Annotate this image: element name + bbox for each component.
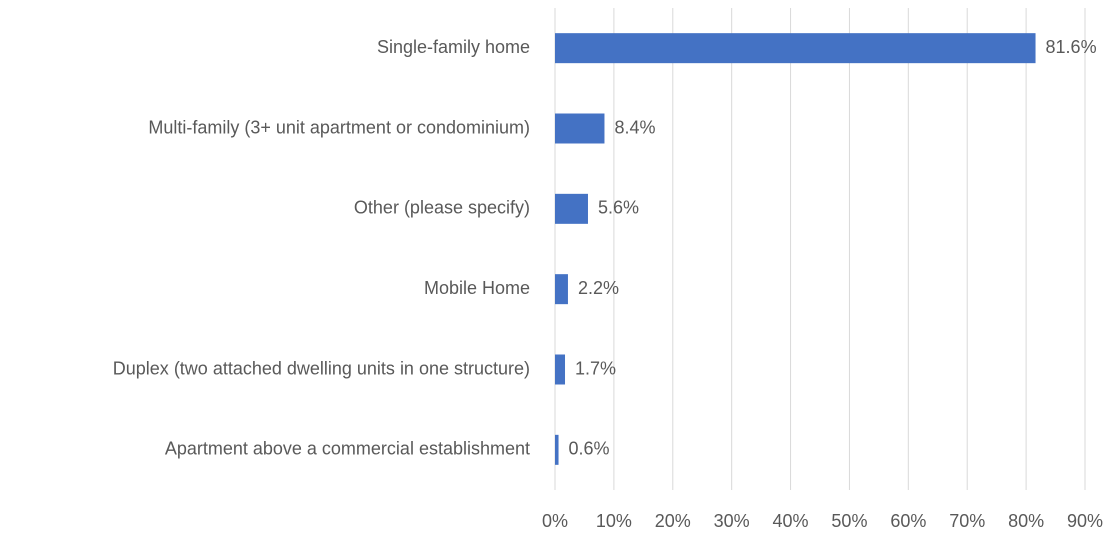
data-label: 5.6% — [598, 198, 639, 218]
category-label: Single-family home — [377, 37, 530, 57]
category-label: Other (please specify) — [354, 198, 530, 218]
x-tick-label: 40% — [773, 511, 809, 531]
x-tick-label: 50% — [831, 511, 867, 531]
data-label: 8.4% — [614, 117, 655, 137]
x-tick-label: 90% — [1067, 511, 1103, 531]
category-label: Mobile Home — [424, 278, 530, 298]
x-tick-label: 10% — [596, 511, 632, 531]
x-tick-label: 70% — [949, 511, 985, 531]
x-tick-label: 80% — [1008, 511, 1044, 531]
category-label: Multi-family (3+ unit apartment or condo… — [148, 117, 530, 137]
bar — [555, 193, 588, 224]
x-tick-label: 30% — [714, 511, 750, 531]
x-tick-label: 20% — [655, 511, 691, 531]
category-label: Duplex (two attached dwelling units in o… — [113, 358, 530, 378]
category-label: Apartment above a commercial establishme… — [165, 439, 530, 459]
data-label: 81.6% — [1046, 37, 1097, 57]
x-tick-label: 0% — [542, 511, 568, 531]
data-label: 1.7% — [575, 358, 616, 378]
data-label: 0.6% — [569, 439, 610, 459]
x-tick-label: 60% — [890, 511, 926, 531]
bar — [555, 113, 605, 144]
bar — [555, 274, 568, 305]
bar — [555, 434, 559, 465]
data-label: 2.2% — [578, 278, 619, 298]
bar — [555, 354, 566, 385]
bar — [555, 33, 1036, 64]
